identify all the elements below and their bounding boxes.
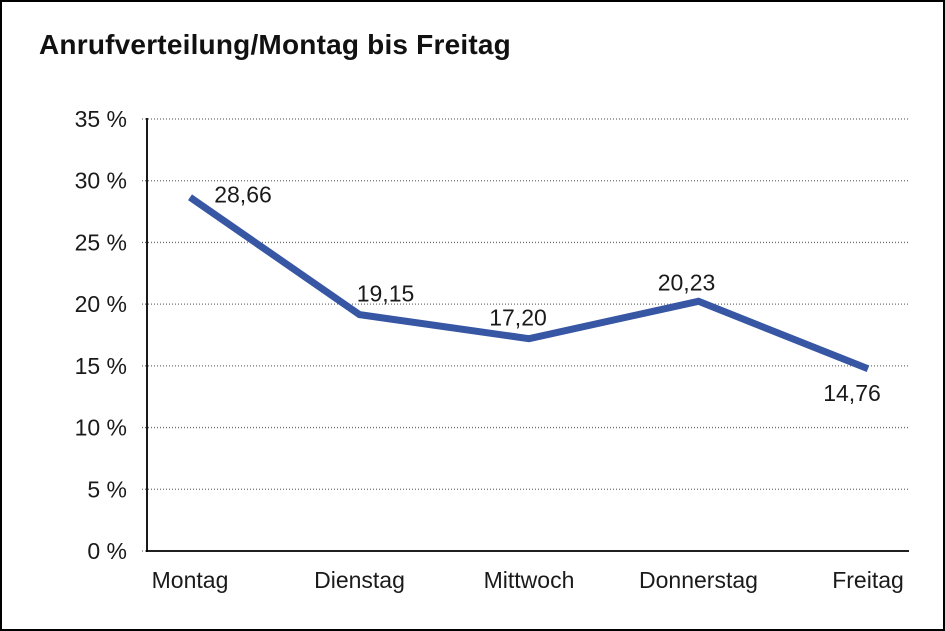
x-axis-label: Montag — [152, 567, 229, 593]
x-axis-label: Freitag — [832, 567, 904, 593]
y-tick-label: 5 % — [87, 476, 127, 502]
y-tick-label: 25 % — [75, 229, 127, 255]
y-tick-label: 15 % — [75, 353, 127, 379]
y-tick-label: 30 % — [75, 168, 127, 194]
chart-title: Anrufverteilung/Montag bis Freitag — [39, 29, 511, 60]
y-tick-label: 20 % — [75, 291, 127, 317]
data-point-label: 20,23 — [658, 269, 716, 295]
y-tick-label: 0 % — [87, 538, 127, 564]
x-axis-label: Donnerstag — [639, 567, 758, 593]
x-axis-label: Mittwoch — [484, 567, 575, 593]
data-point-label: 14,76 — [823, 380, 881, 406]
data-point-label: 28,66 — [214, 181, 272, 207]
data-point-label: 17,20 — [489, 305, 547, 331]
x-axis-label: Dienstag — [314, 567, 405, 593]
y-tick-label: 10 % — [75, 415, 127, 441]
data-series-line — [188, 194, 870, 373]
y-tick-label: 35 % — [75, 106, 127, 132]
data-point-label: 19,15 — [357, 281, 415, 307]
